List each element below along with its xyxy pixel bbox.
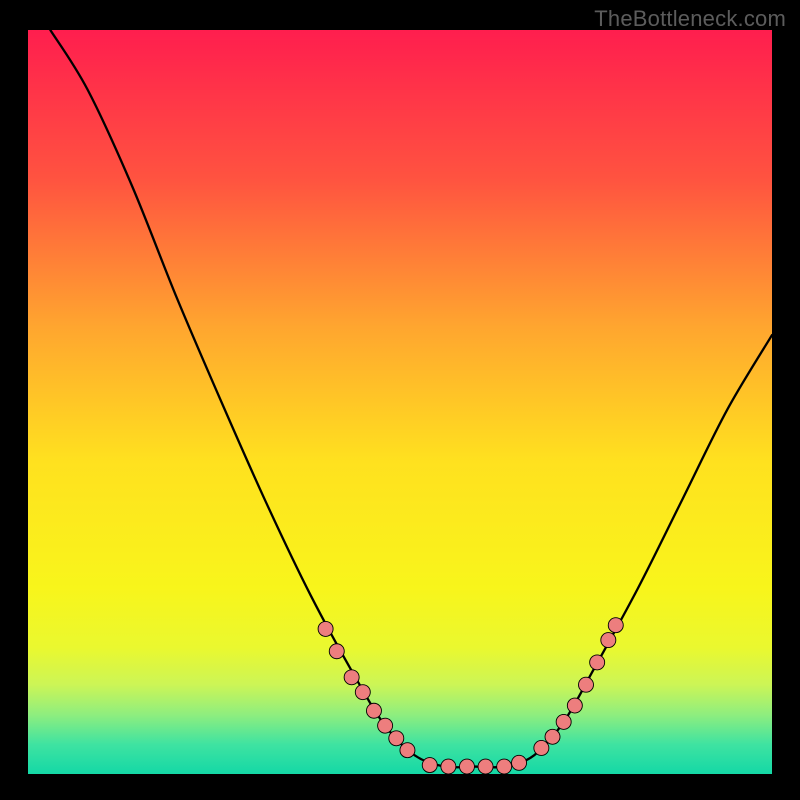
data-marker xyxy=(608,618,623,633)
marker-group xyxy=(318,618,623,774)
chart-container: { "watermark": { "text": "TheBottleneck.… xyxy=(0,0,800,800)
data-marker xyxy=(344,670,359,685)
data-marker xyxy=(497,759,512,774)
data-marker xyxy=(556,714,571,729)
data-marker xyxy=(478,759,493,774)
data-marker xyxy=(422,758,437,773)
data-marker xyxy=(400,743,415,758)
data-marker xyxy=(512,755,527,770)
data-marker xyxy=(601,633,616,648)
plot-area xyxy=(28,30,772,774)
data-marker xyxy=(545,729,560,744)
data-marker xyxy=(318,621,333,636)
data-marker xyxy=(389,731,404,746)
data-marker xyxy=(441,759,456,774)
data-marker xyxy=(567,698,582,713)
data-marker xyxy=(590,655,605,670)
data-marker xyxy=(355,685,370,700)
chart-svg xyxy=(28,30,772,774)
data-marker xyxy=(534,740,549,755)
data-marker xyxy=(579,677,594,692)
data-marker xyxy=(459,759,474,774)
watermark-text: TheBottleneck.com xyxy=(594,6,786,32)
data-marker xyxy=(366,703,381,718)
data-marker xyxy=(329,644,344,659)
bottleneck-curve xyxy=(50,30,772,767)
data-marker xyxy=(378,718,393,733)
